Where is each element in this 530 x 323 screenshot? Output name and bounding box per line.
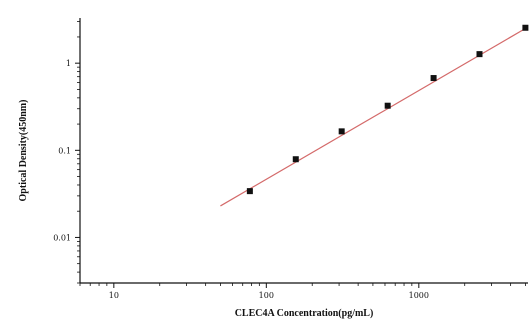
y-ticks: 0.01 0.1 1 bbox=[53, 21, 80, 284]
axes bbox=[79, 18, 528, 284]
y-tick-label: 0.1 bbox=[58, 146, 71, 155]
data-point bbox=[292, 156, 299, 163]
y-axis-title: Optical Density(450nm) bbox=[18, 100, 29, 202]
data-point bbox=[522, 24, 529, 31]
x-tick-label: 10 bbox=[109, 291, 119, 300]
x-tick-label: 1000 bbox=[409, 291, 429, 300]
y-tick-label: 1 bbox=[66, 59, 71, 68]
y-tick-label: 0.01 bbox=[53, 233, 71, 242]
data-point bbox=[384, 102, 391, 109]
x-ticks: 10 100 1000 bbox=[79, 283, 526, 300]
x-tick-label: 100 bbox=[259, 291, 274, 300]
data-point bbox=[476, 51, 483, 58]
data-point bbox=[430, 75, 437, 82]
fit-line bbox=[220, 27, 526, 207]
data-points bbox=[246, 24, 529, 195]
data-point bbox=[338, 128, 345, 135]
data-point bbox=[246, 188, 253, 195]
x-axis-title: CLEC4A Concentration(pg/mL) bbox=[235, 308, 374, 319]
